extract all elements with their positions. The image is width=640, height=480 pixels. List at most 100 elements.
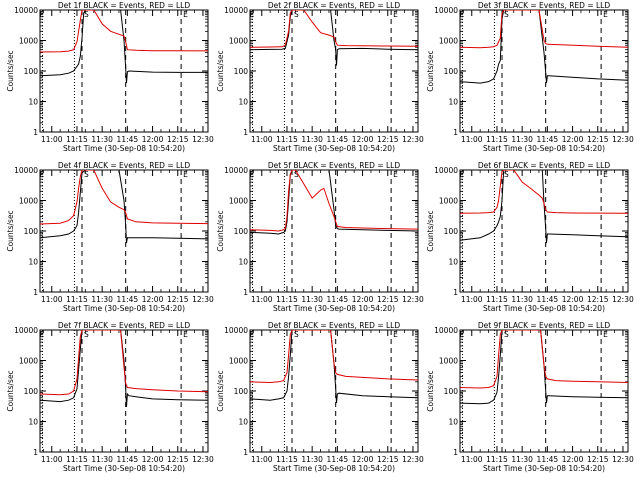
y-tick-label: 10000 bbox=[14, 326, 38, 335]
x-tick-label: 11:00 bbox=[251, 455, 273, 464]
y-axis-label: Counts/sec bbox=[426, 370, 435, 411]
event-marker-label: S bbox=[84, 330, 89, 339]
panel-det-6f: 1 10 100 1000 10000 11:00 11:15 11:30 11:45 12:00… bbox=[426, 161, 634, 313]
y-tick-label: 10 bbox=[28, 258, 38, 267]
panel-det-8f: 1 10 100 1000 10000 11:00 11:15 11:30 11:45 12:00… bbox=[216, 321, 424, 473]
y-tick-label: 1000 bbox=[229, 197, 248, 206]
panel-det-9f: 1 10 100 1000 10000 11:00 11:15 11:30 11:45 12:00… bbox=[426, 321, 634, 473]
x-tick-label: 12:30 bbox=[402, 455, 424, 464]
panel-det-2f: 1 10 100 1000 10000 11:00 11:15 11:30 11:45 12:00… bbox=[216, 1, 424, 153]
x-axis-label: Start Time (30-Sep-08 10:54:20) bbox=[273, 144, 395, 153]
x-axis-label: Start Time (30-Sep-08 10:54:20) bbox=[483, 144, 605, 153]
series-events-line bbox=[460, 170, 628, 244]
x-tick-label: 11:45 bbox=[537, 135, 559, 144]
event-marker-label: E bbox=[393, 170, 398, 179]
x-tick-label: 11:45 bbox=[537, 455, 559, 464]
y-tick-label: 10000 bbox=[224, 6, 248, 15]
y-tick-label: 1000 bbox=[229, 357, 248, 366]
event-marker-label: E bbox=[183, 170, 188, 179]
series-events-line bbox=[460, 10, 628, 84]
y-tick-label: 100 bbox=[234, 67, 249, 76]
panel-title: Det 6f BLACK = Events, RED = LLD bbox=[478, 161, 611, 170]
y-tick-label: 100 bbox=[444, 387, 459, 396]
y-tick-label: 1 bbox=[243, 448, 248, 457]
x-axis-label: Start Time (30-Sep-08 10:54:20) bbox=[63, 144, 185, 153]
x-tick-label: 12:00 bbox=[142, 295, 164, 304]
series-lld-line bbox=[250, 10, 418, 48]
series-lld-line bbox=[250, 330, 418, 384]
y-tick-label: 1 bbox=[453, 128, 458, 137]
x-axis-label: Start Time (30-Sep-08 10:54:20) bbox=[273, 304, 395, 313]
panel-title: Det 2f BLACK = Events, RED = LLD bbox=[268, 1, 401, 10]
x-tick-label: 11:00 bbox=[251, 135, 273, 144]
x-tick-label: 11:00 bbox=[461, 295, 483, 304]
x-tick-label: 12:15 bbox=[377, 455, 399, 464]
x-tick-label: 12:15 bbox=[587, 135, 609, 144]
x-tick-label: 11:00 bbox=[461, 455, 483, 464]
x-tick-label: 12:00 bbox=[142, 135, 164, 144]
x-tick-label: 11:00 bbox=[41, 135, 63, 144]
event-marker-label: S bbox=[504, 170, 509, 179]
x-tick-label: 12:15 bbox=[167, 455, 189, 464]
x-tick-label: 11:30 bbox=[511, 295, 533, 304]
x-tick-label: 11:15 bbox=[486, 295, 508, 304]
x-tick-label: 12:30 bbox=[192, 135, 214, 144]
y-tick-label: 10 bbox=[448, 98, 458, 107]
x-tick-label: 11:15 bbox=[276, 295, 298, 304]
y-tick-label: 1 bbox=[33, 448, 38, 457]
x-tick-label: 11:15 bbox=[66, 135, 88, 144]
panel-det-5f: 1 10 100 1000 10000 11:00 11:15 11:30 11:45 12:00… bbox=[216, 161, 424, 313]
y-tick-label: 1000 bbox=[19, 357, 38, 366]
panel-det-4f: 1 10 100 1000 10000 11:00 11:15 11:30 11:45 12:00… bbox=[6, 161, 214, 313]
y-tick-label: 1000 bbox=[19, 37, 38, 46]
series-lld-line bbox=[460, 10, 628, 49]
y-axis-label: Counts/sec bbox=[216, 210, 225, 251]
y-tick-label: 100 bbox=[24, 387, 39, 396]
series-lld-line bbox=[250, 170, 418, 232]
x-tick-label: 11:30 bbox=[511, 135, 533, 144]
panel-det-7f: 1 10 100 1000 10000 11:00 11:15 11:30 11:45 12:00… bbox=[6, 321, 214, 473]
x-tick-label: 12:00 bbox=[562, 455, 584, 464]
event-marker-label: E bbox=[183, 330, 188, 339]
x-tick-label: 11:30 bbox=[91, 295, 113, 304]
y-tick-label: 100 bbox=[24, 227, 39, 236]
panel-title: Det 4f BLACK = Events, RED = LLD bbox=[58, 161, 191, 170]
x-tick-label: 12:30 bbox=[612, 135, 634, 144]
y-tick-label: 100 bbox=[444, 227, 459, 236]
x-tick-label: 11:00 bbox=[41, 455, 63, 464]
event-marker-label: E bbox=[603, 10, 608, 19]
y-tick-label: 10000 bbox=[434, 6, 458, 15]
x-tick-label: 11:30 bbox=[301, 295, 323, 304]
event-marker-label: S bbox=[294, 330, 299, 339]
y-tick-label: 1 bbox=[243, 128, 248, 137]
x-axis-label: Start Time (30-Sep-08 10:54:20) bbox=[483, 304, 605, 313]
y-tick-label: 1000 bbox=[439, 197, 458, 206]
event-marker-label: E bbox=[250, 170, 255, 179]
x-tick-label: 12:15 bbox=[167, 295, 189, 304]
y-tick-label: 10000 bbox=[14, 166, 38, 175]
event-marker-label: E bbox=[393, 330, 398, 339]
x-tick-label: 12:30 bbox=[402, 135, 424, 144]
x-tick-label: 12:30 bbox=[192, 455, 214, 464]
y-tick-label: 1 bbox=[243, 288, 248, 297]
y-tick-label: 100 bbox=[444, 67, 459, 76]
series-events-line bbox=[40, 10, 208, 84]
event-marker-label: E bbox=[460, 170, 465, 179]
x-tick-label: 12:30 bbox=[402, 295, 424, 304]
x-tick-label: 12:30 bbox=[192, 295, 214, 304]
plot-frame bbox=[459, 169, 629, 293]
x-tick-label: 12:00 bbox=[142, 455, 164, 464]
series-lld-line bbox=[460, 170, 628, 214]
x-tick-label: 11:15 bbox=[486, 135, 508, 144]
x-tick-label: 11:30 bbox=[301, 455, 323, 464]
panel-title: Det 1f BLACK = Events, RED = LLD bbox=[58, 1, 191, 10]
event-marker-label: E bbox=[603, 330, 608, 339]
series-lld-line bbox=[40, 330, 208, 396]
event-marker-label: E bbox=[460, 330, 465, 339]
y-tick-label: 10 bbox=[28, 418, 38, 427]
x-tick-label: 11:00 bbox=[251, 295, 273, 304]
x-axis-label: Start Time (30-Sep-08 10:54:20) bbox=[63, 464, 185, 473]
y-axis-label: Counts/sec bbox=[426, 210, 435, 251]
x-tick-label: 11:15 bbox=[486, 455, 508, 464]
plot-frame bbox=[249, 329, 419, 453]
